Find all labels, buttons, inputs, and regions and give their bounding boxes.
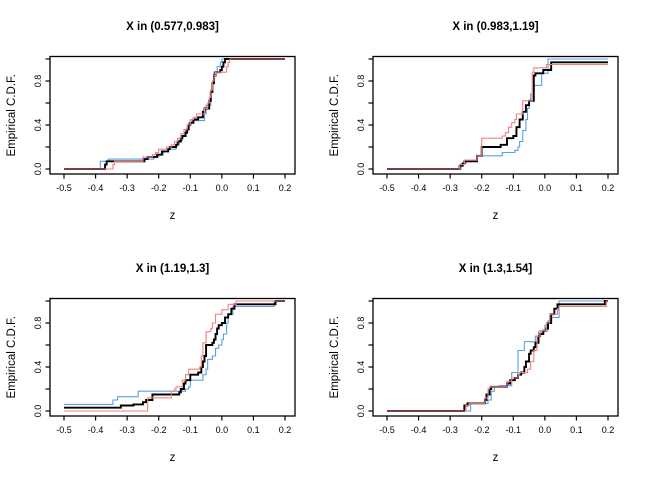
y-tick-label: 0.0 bbox=[356, 405, 366, 418]
x-tick-label: -0.4 bbox=[88, 425, 104, 435]
x-tick-label: 0.1 bbox=[247, 183, 260, 193]
y-tick-label: 0.8 bbox=[356, 75, 366, 88]
ecdf-line-blue bbox=[387, 58, 608, 170]
y-tick-label: 0.0 bbox=[356, 163, 366, 176]
x-tick-label: 0.2 bbox=[602, 425, 615, 435]
plot-title: X in (0.577,0.983] bbox=[126, 21, 219, 33]
ecdf-line-black bbox=[64, 58, 285, 170]
x-tick-label: -0.2 bbox=[474, 183, 490, 193]
y-axis-label: Empirical C.D.F. bbox=[6, 316, 18, 398]
y-tick-label: 0.0 bbox=[33, 163, 43, 176]
ecdf-line-blue bbox=[64, 300, 285, 405]
x-axis-label: z bbox=[493, 210, 499, 222]
ecdf-line-red bbox=[64, 300, 285, 412]
x-tick-label: -0.1 bbox=[183, 425, 199, 435]
ecdf-line-black bbox=[64, 300, 285, 409]
y-tick-label: 0.4 bbox=[356, 361, 366, 374]
x-tick-label: 0.0 bbox=[216, 183, 229, 193]
ecdf-chart-top-right: X in (0.983,1.19] z Empirical C.D.F. -0.5 -0… bbox=[329, 21, 619, 222]
x-tick-label: 0.1 bbox=[570, 183, 583, 193]
x-tick-label: -0.3 bbox=[442, 183, 458, 193]
plot-border bbox=[49, 297, 296, 417]
y-axis-label: Empirical C.D.F. bbox=[329, 316, 341, 398]
x-tick-label: -0.5 bbox=[56, 425, 72, 435]
ecdf-chart-bottom-right: X in (1.3,1.54] z Empirical C.D.F. -0.5 -0.4… bbox=[329, 263, 619, 464]
ecdf-line-blue bbox=[387, 300, 608, 412]
y-tick-label: 0.0 bbox=[33, 405, 43, 418]
x-tick-label: -0.1 bbox=[506, 425, 522, 435]
ecdf-line-red bbox=[387, 63, 608, 170]
ecdf-panel-2: X in (0.983,1.19] z Empirical C.D.F. -0.5 -0… bbox=[323, 0, 646, 242]
x-axis-label: z bbox=[493, 452, 499, 464]
x-tick-label: -0.5 bbox=[379, 425, 395, 435]
x-tick-label: -0.4 bbox=[411, 183, 427, 193]
plot-title: X in (1.19,1.3] bbox=[136, 263, 210, 275]
ecdf-line-red bbox=[64, 58, 285, 170]
x-tick-label: -0.4 bbox=[88, 183, 104, 193]
y-axis-label: Empirical C.D.F. bbox=[6, 74, 18, 156]
x-tick-label: 0.2 bbox=[602, 183, 615, 193]
ecdf-chart-top-left: X in (0.577,0.983] z Empirical C.D.F. -0.5 -… bbox=[6, 21, 296, 222]
y-axis-label: Empirical C.D.F. bbox=[329, 74, 341, 156]
x-tick-label: -0.2 bbox=[151, 425, 167, 435]
plot-border bbox=[49, 55, 296, 175]
x-tick-label: 0.2 bbox=[279, 425, 292, 435]
x-tick-label: -0.3 bbox=[442, 425, 458, 435]
ecdf-line-red bbox=[387, 300, 608, 412]
y-tick-label: 0.8 bbox=[356, 317, 366, 330]
plot-border bbox=[372, 297, 619, 417]
y-tick-label: 0.8 bbox=[33, 75, 43, 88]
x-tick-label: -0.5 bbox=[56, 183, 72, 193]
y-tick-label: 0.4 bbox=[33, 119, 43, 132]
ecdf-line-black bbox=[387, 61, 608, 170]
x-tick-label: 0.0 bbox=[539, 425, 552, 435]
x-tick-label: 0.0 bbox=[539, 183, 552, 193]
plot-border bbox=[372, 55, 619, 175]
ecdf-panel-4: X in (1.3,1.54] z Empirical C.D.F. -0.5 -0.4… bbox=[323, 242, 646, 484]
x-axis-label: z bbox=[170, 210, 176, 222]
plot-title: X in (1.3,1.54] bbox=[459, 263, 533, 275]
x-tick-label: -0.1 bbox=[506, 183, 522, 193]
ecdf-line-black bbox=[387, 300, 608, 412]
x-tick-label: 0.2 bbox=[279, 183, 292, 193]
y-tick-label: 0.4 bbox=[33, 361, 43, 374]
y-tick-label: 0.8 bbox=[33, 317, 43, 330]
x-tick-label: 0.1 bbox=[247, 425, 260, 435]
x-tick-label: -0.5 bbox=[379, 183, 395, 193]
y-tick-label: 0.4 bbox=[356, 119, 366, 132]
ecdf-panel-1: X in (0.577,0.983] z Empirical C.D.F. -0.5 -… bbox=[0, 0, 323, 242]
x-axis-label: z bbox=[170, 452, 176, 464]
x-tick-label: -0.2 bbox=[151, 183, 167, 193]
x-tick-label: 0.1 bbox=[570, 425, 583, 435]
ecdf-panel-3: X in (1.19,1.3] z Empirical C.D.F. -0.5 -0.4… bbox=[0, 242, 323, 484]
x-tick-label: -0.3 bbox=[119, 183, 135, 193]
ecdf-chart-bottom-left: X in (1.19,1.3] z Empirical C.D.F. -0.5 -0.4… bbox=[6, 263, 296, 464]
x-tick-label: 0.0 bbox=[216, 425, 229, 435]
x-tick-label: -0.2 bbox=[474, 425, 490, 435]
ecdf-line-blue bbox=[64, 58, 285, 170]
x-tick-label: -0.1 bbox=[183, 183, 199, 193]
plot-title: X in (0.983,1.19] bbox=[452, 21, 538, 33]
x-tick-label: -0.4 bbox=[411, 425, 427, 435]
x-tick-label: -0.3 bbox=[119, 425, 135, 435]
